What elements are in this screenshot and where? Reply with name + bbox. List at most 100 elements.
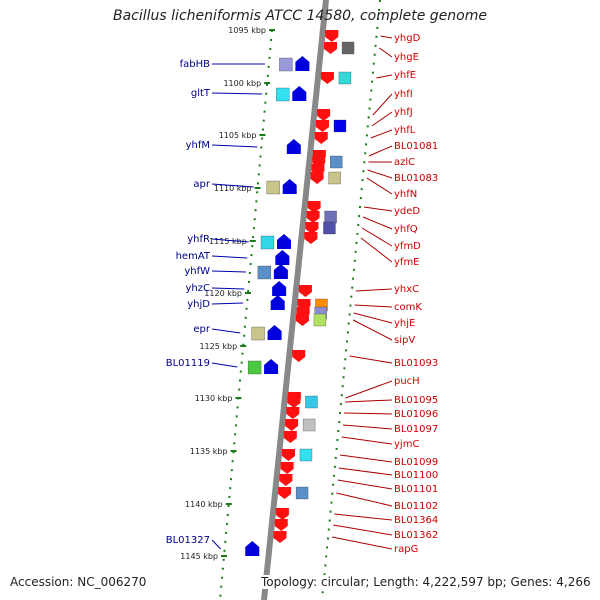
gene-label-reverse[interactable]: ydeD (394, 206, 420, 217)
gene-leader-line (211, 92, 263, 95)
gene-leader-line (361, 227, 393, 247)
gene-leader-line (362, 216, 393, 230)
gene-arrow-reverse (292, 350, 306, 362)
gene-arrow-forward (282, 179, 297, 194)
gene-label-reverse[interactable]: BL01102 (394, 501, 438, 512)
gene-label-forward[interactable]: yhfR (187, 234, 210, 245)
gene-arrow-reverse (285, 419, 299, 431)
gene-feature-box (338, 71, 352, 85)
gene-label-reverse[interactable]: yfmE (394, 257, 420, 268)
gene-leader-line (371, 111, 393, 127)
gene-leader-line (334, 513, 393, 521)
gene-arrow-forward (292, 86, 307, 101)
gene-arrow-forward (270, 295, 285, 310)
gene-label-reverse[interactable]: yhfE (394, 70, 416, 81)
gene-feature-box (328, 171, 341, 185)
gene-label-reverse[interactable]: pucH (394, 376, 420, 387)
gene-feature-box (266, 180, 280, 195)
features-layer (245, 30, 355, 556)
gene-leader-line (379, 47, 393, 58)
gene-leader-line (336, 492, 393, 507)
gene-arrow-reverse (275, 508, 289, 520)
gene-label-reverse[interactable]: BL01100 (394, 470, 438, 481)
genome-backbone (261, 0, 329, 600)
gene-label-reverse[interactable]: BL01093 (394, 358, 438, 369)
gene-leader-line (366, 177, 393, 195)
gene-label-reverse[interactable]: yfmD (394, 241, 421, 252)
gene-arrow-reverse (305, 222, 319, 234)
gene-arrow-reverse (310, 172, 324, 184)
gene-arrow-reverse (317, 109, 331, 121)
gene-label-forward[interactable]: yhzC (186, 283, 211, 294)
gene-leader-line (333, 524, 393, 536)
gene-label-reverse[interactable]: yhgE (394, 52, 419, 63)
gene-label-forward[interactable]: yhfM (186, 140, 210, 151)
gene-label-forward[interactable]: epr (193, 324, 211, 335)
gene-leader-line (380, 35, 393, 39)
gene-label-reverse[interactable]: BL01083 (394, 173, 438, 184)
gene-arrow-forward (272, 281, 287, 296)
gene-arrow-reverse (280, 462, 294, 474)
gene-feature-box (247, 360, 262, 375)
gene-leader-line (372, 93, 393, 116)
gene-arrow-reverse (298, 285, 312, 297)
tick-label: 1125 kbp (199, 342, 237, 351)
gene-label-forward[interactable]: gltT (191, 88, 211, 99)
gene-label-reverse[interactable]: comK (394, 302, 422, 313)
gene-feature-box (260, 235, 275, 250)
right-boundary-dotted (321, 0, 381, 600)
gene-label-reverse[interactable]: yhgD (394, 33, 421, 44)
gene-label-reverse[interactable]: BL01099 (394, 457, 438, 468)
gene-label-reverse[interactable]: rapG (394, 544, 418, 555)
gene-arrow-reverse (279, 474, 293, 486)
gene-label-reverse[interactable]: BL01097 (394, 424, 438, 435)
gene-label-reverse[interactable]: BL01096 (394, 409, 438, 420)
gene-label-reverse[interactable]: BL01362 (394, 530, 438, 541)
gene-leader-line (211, 238, 249, 243)
gene-label-forward[interactable]: apr (193, 179, 210, 190)
gene-leader-line (211, 270, 246, 273)
gene-feature-box (295, 486, 309, 500)
tick-label: 1100 kbp (223, 79, 261, 88)
gene-label-reverse[interactable]: BL01101 (394, 484, 438, 495)
gene-label-reverse[interactable]: sipV (394, 335, 415, 346)
gene-label-forward[interactable]: hemAT (176, 251, 211, 262)
gene-leader-line (363, 206, 393, 212)
gene-label-reverse[interactable]: yhjE (394, 318, 415, 329)
gene-arrow-reverse (315, 120, 329, 132)
gene-arrow-forward (273, 264, 288, 279)
gene-feature-box (251, 326, 265, 341)
gene-label-forward[interactable]: BL01119 (166, 358, 210, 369)
gene-leader-line (349, 355, 393, 364)
gene-arrow-reverse (283, 431, 297, 443)
gene-label-forward[interactable]: yhjD (187, 299, 210, 310)
gene-arrow-reverse (306, 211, 320, 223)
tick-label: 1145 kbp (180, 552, 218, 561)
gene-label-reverse[interactable]: yhfN (394, 189, 417, 200)
gene-leader-line (331, 536, 393, 550)
gene-feature-box (257, 265, 272, 280)
gene-label-reverse[interactable]: azlC (394, 157, 415, 168)
gene-label-reverse[interactable]: BL01364 (394, 515, 438, 526)
gene-label-forward[interactable]: fabHB (180, 59, 211, 70)
gene-label-reverse[interactable]: BL01095 (394, 395, 438, 406)
gene-label-reverse[interactable]: yhfQ (394, 224, 418, 235)
gene-arrow-reverse (278, 487, 292, 499)
tick-label: 1095 kbp (228, 26, 266, 35)
gene-label-reverse[interactable]: BL01081 (394, 141, 438, 152)
gene-leader-line (211, 287, 245, 290)
gene-label-reverse[interactable]: yhxC (394, 284, 419, 295)
gene-feature-box (299, 448, 313, 462)
gene-label-forward[interactable]: yhfW (184, 266, 210, 277)
gene-label-reverse[interactable]: yjmC (394, 439, 419, 450)
gene-leader-line (337, 479, 393, 490)
gene-label-reverse[interactable]: yhfJ (394, 107, 413, 118)
tick-label: 1115 kbp (209, 237, 247, 246)
gene-arrow-reverse (274, 519, 288, 531)
gene-arrow-forward (286, 139, 301, 154)
gene-label-forward[interactable]: BL01327 (166, 535, 210, 546)
gene-leader-line (211, 183, 254, 188)
gene-arrow-forward (264, 359, 279, 374)
gene-label-reverse[interactable]: yhfI (394, 89, 413, 100)
gene-label-reverse[interactable]: yhfL (394, 125, 416, 136)
